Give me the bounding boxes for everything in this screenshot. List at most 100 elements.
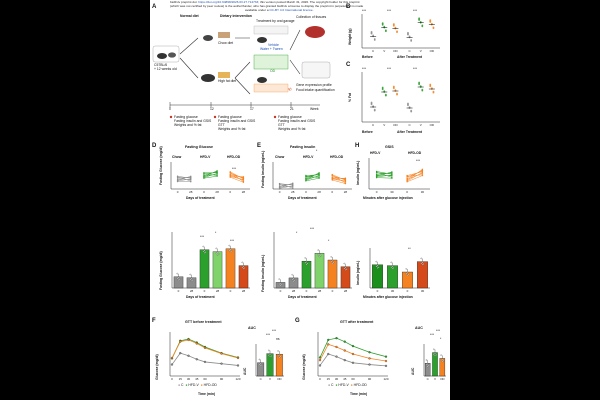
data-point [318, 174, 320, 177]
chart-d-top: 0 28 0 28 0 28 [170, 162, 250, 194]
treatment-arrows [234, 37, 251, 95]
data-point [258, 358, 261, 361]
data-point [396, 31, 398, 34]
collection-label: Collection of tissues [296, 15, 327, 19]
data-point [292, 278, 295, 280]
od-box [253, 54, 289, 70]
bar [402, 271, 413, 289]
panel-label-d: D [152, 143, 157, 149]
data-point [376, 267, 379, 269]
paired-line [376, 171, 392, 177]
tick-label: 30 [335, 377, 339, 381]
tick-label: C [372, 123, 375, 127]
panel-c-sig-1: *** [387, 67, 391, 71]
data-point [176, 272, 178, 275]
panel-d-xlabel-top: Days of treatment [186, 196, 215, 200]
panel-g-sig-2: * [440, 337, 442, 341]
data-point [390, 266, 392, 268]
chow-diet-label: Chow diet [218, 41, 234, 45]
data-point [258, 363, 261, 365]
paired-line [230, 174, 244, 178]
data-point [426, 363, 429, 365]
panel-h-title: GSIS [385, 145, 394, 149]
panel-f-legend-hfdod: HFD-OD [203, 383, 217, 387]
data-point [406, 272, 409, 274]
header-suffix: ; this version posted March 31, 2026. Th… [258, 0, 360, 4]
data-point [343, 267, 346, 270]
panel-e-group-chow: Chow [275, 155, 285, 159]
tick-label: C [260, 377, 263, 381]
data-point [305, 176, 307, 178]
data-point [190, 280, 193, 282]
data-point [330, 260, 333, 263]
data-point [332, 261, 335, 264]
chart-g: 0 15 30 45 60 90 120 [317, 332, 389, 381]
panel-h-xlabel-top: Minutes after glucose injection [363, 196, 413, 200]
data-point [229, 251, 232, 253]
panel-c-ylabel: % Fat [348, 92, 352, 102]
legend-middle-0: Fasting glucose [218, 115, 242, 119]
data-point [421, 89, 424, 92]
tick-label: 28 [215, 190, 219, 194]
panel-g-auc-ylabel: AUC [411, 367, 415, 375]
data-point [294, 279, 296, 282]
bar [199, 249, 210, 289]
data-point [373, 109, 376, 112]
paired-line [230, 172, 244, 179]
legend-middle-3: Weights and % fat [218, 127, 246, 131]
panel-g-sig-0: *** [436, 329, 440, 333]
bar [387, 265, 398, 289]
license-link[interactable]: CC-BY 4.0 International license [269, 8, 313, 12]
series-line [171, 339, 239, 359]
chow-food-icon [218, 32, 230, 38]
panel-e-title: Fasting Insulin [290, 145, 316, 149]
chart-c: C V OD C V OD [361, 72, 440, 127]
tick-label: 0 [203, 190, 205, 194]
data-point [228, 249, 231, 252]
data-point [345, 268, 348, 270]
panel-label-b: B [346, 4, 351, 10]
paired-line [230, 176, 244, 183]
data-point [425, 364, 428, 366]
tick-17: 17 [250, 107, 254, 111]
panel-d-xlabel-bar: Days of treatment [186, 295, 215, 299]
data-point [178, 278, 181, 280]
panel-b-sig-2: *** [413, 9, 417, 13]
data-point [391, 172, 393, 175]
tick-label: OD [430, 123, 435, 127]
vehicle-label: Vehicle [268, 43, 279, 47]
data-point [344, 177, 347, 179]
data-point [216, 251, 219, 254]
tick-label: C [408, 123, 411, 127]
data-point [381, 88, 384, 91]
panel-h-sig-0: *** [416, 159, 420, 163]
data-point [220, 362, 223, 365]
tick-label: V [420, 123, 422, 127]
chart-h-bar: 0 30 0 30 [369, 248, 430, 293]
data-point [368, 363, 371, 366]
doi-link[interactable]: https://doi.org/10.64898/2026.03.27.7147… [198, 0, 259, 4]
data-point [292, 187, 294, 189]
legend-bullet-3 [273, 115, 277, 119]
data-point [344, 266, 347, 269]
panel-g-auc-title: AUC [415, 326, 423, 330]
chart-e-top: 0 28 0 28 0 28 [272, 162, 352, 194]
panel-c-phase-after: After Treatment [397, 130, 423, 134]
data-point [335, 337, 338, 340]
tick-label: 30 [390, 190, 394, 194]
legend-before-2: Weights and % fat [174, 123, 202, 127]
data-point [278, 184, 281, 186]
data-point [291, 274, 293, 276]
panel-f-xlabel: Time (min) [198, 392, 216, 396]
chart-e-bar: 0 28 0 28 0 28 [273, 232, 352, 293]
analysis-icon [301, 61, 331, 79]
tick-label: 45 [195, 377, 199, 381]
data-point [190, 277, 193, 280]
data-point [330, 256, 333, 258]
data-point [176, 277, 178, 280]
data-point [203, 173, 205, 175]
liver-icon [305, 26, 325, 38]
data-point [351, 361, 355, 364]
data-point [229, 172, 231, 174]
data-point [318, 359, 322, 362]
